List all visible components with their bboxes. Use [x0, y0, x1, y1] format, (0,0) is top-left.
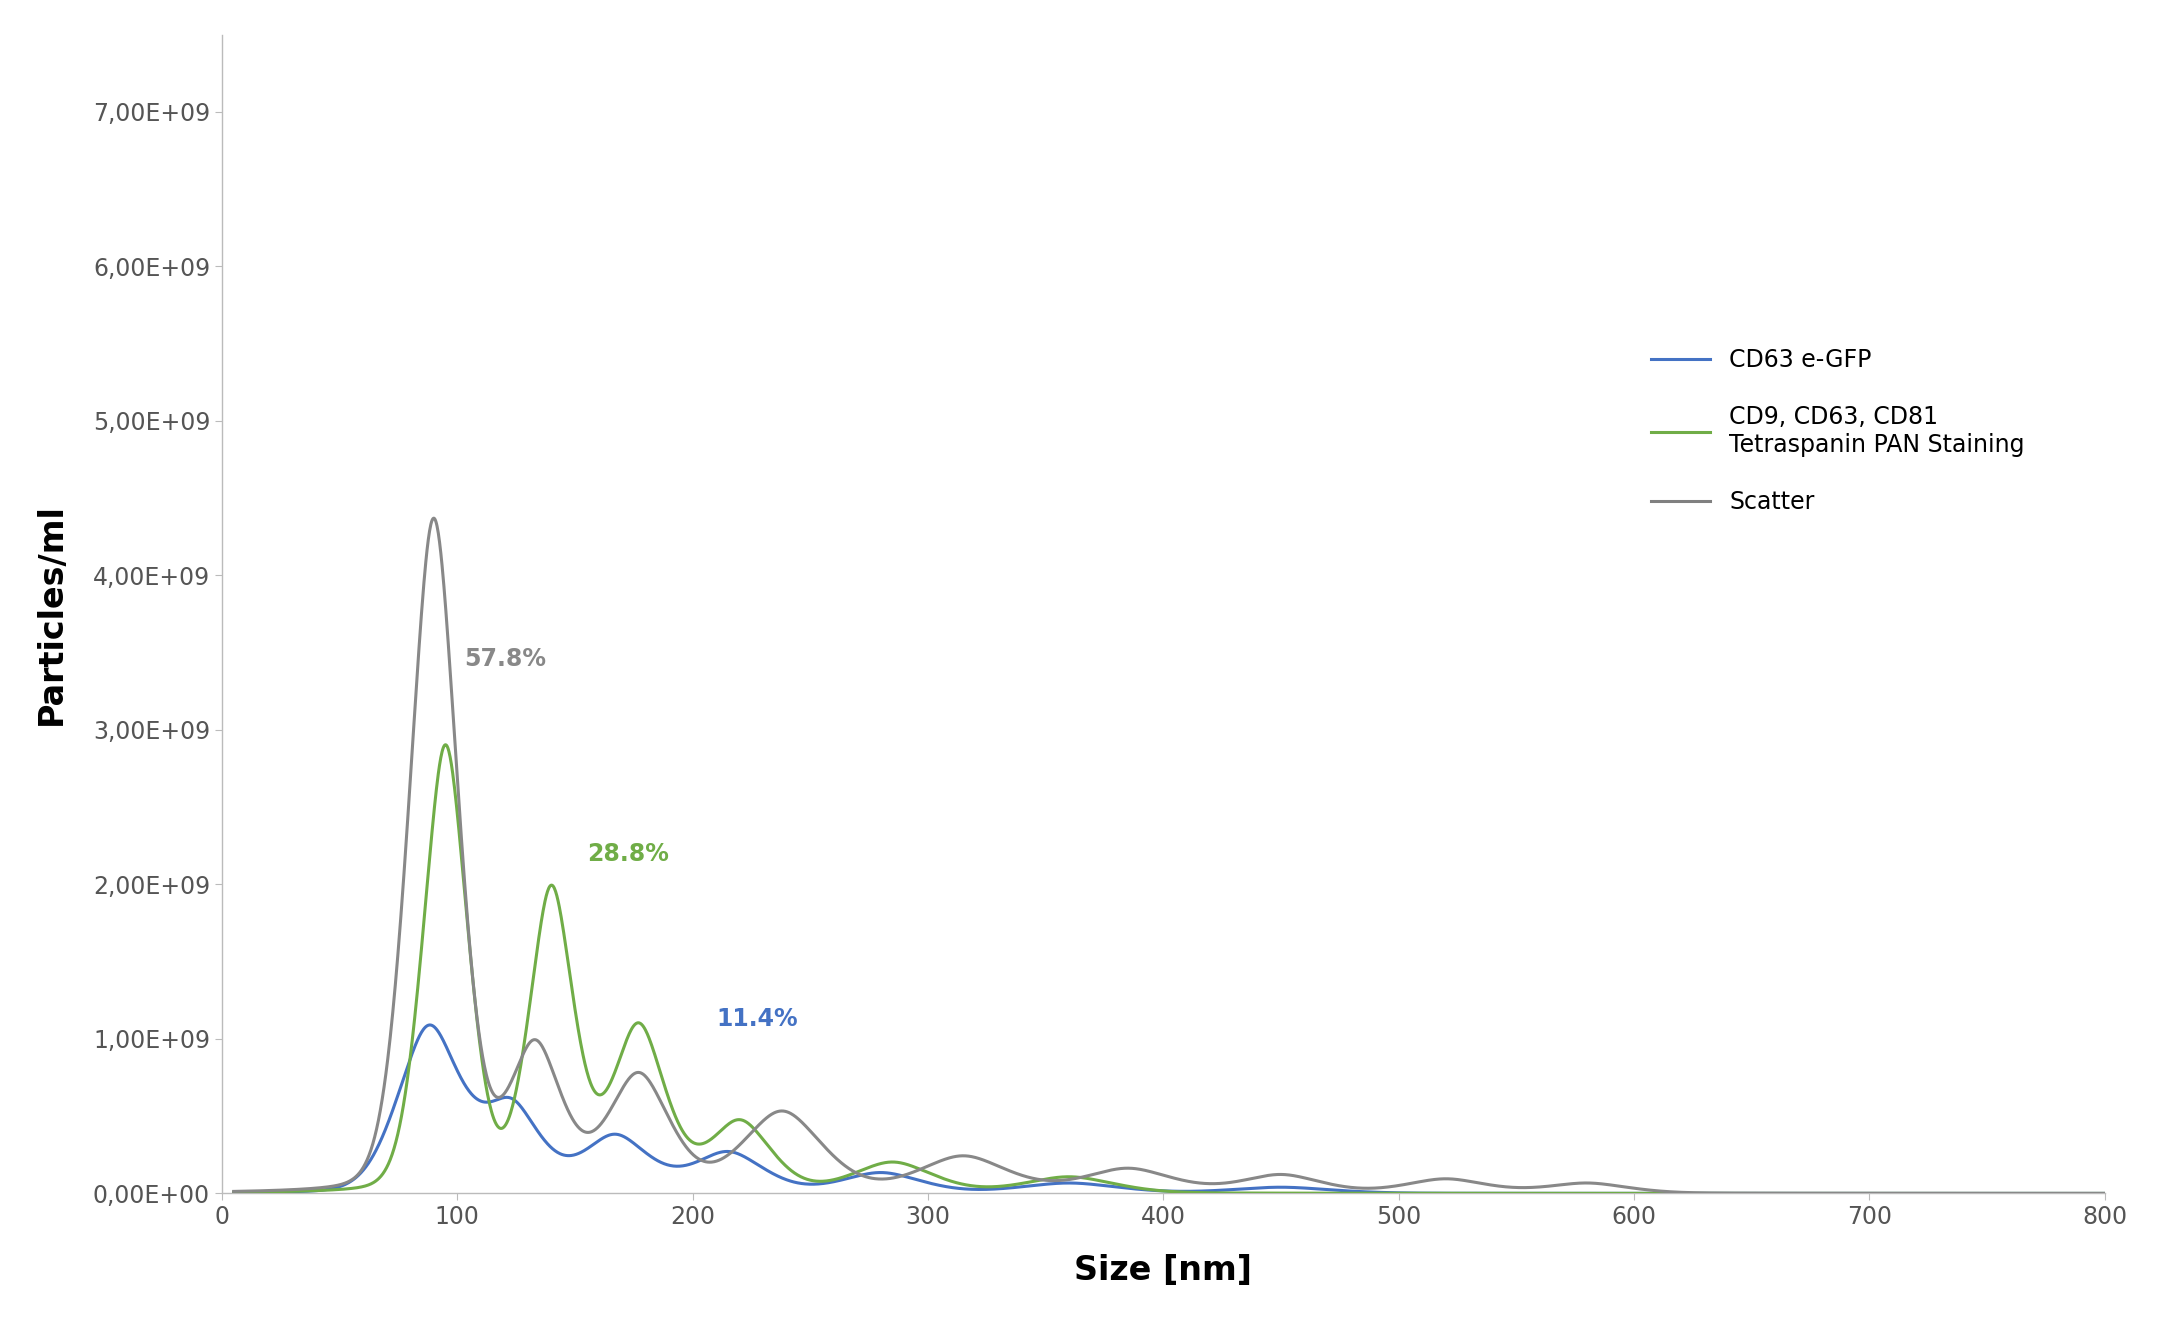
Y-axis label: Particles/ml: Particles/ml: [35, 504, 67, 724]
Text: 11.4%: 11.4%: [716, 1007, 798, 1031]
CD63 e-GFP: [417, 1017, 443, 1032]
CD9, CD63, CD81
Tetraspanin PAN Staining: [1855, 1186, 1881, 1202]
CD9, CD63, CD81
Tetraspanin PAN Staining: [221, 1185, 246, 1200]
CD9, CD63, CD81
Tetraspanin PAN Staining: [545, 896, 571, 912]
Line: CD9, CD63, CD81
Tetraspanin PAN Staining: CD9, CD63, CD81 Tetraspanin PAN Staining: [233, 744, 2106, 1194]
Legend: CD63 e-GFP, CD9, CD63, CD81
Tetraspanin PAN Staining, Scatter: CD63 e-GFP, CD9, CD63, CD81 Tetraspanin …: [1639, 336, 2037, 526]
Scatter: [422, 510, 448, 526]
Scatter: [1855, 1186, 1881, 1202]
Scatter: [221, 1183, 246, 1199]
Line: CD63 e-GFP: CD63 e-GFP: [233, 1025, 2106, 1194]
CD63 e-GFP: [435, 1042, 461, 1058]
Scatter: [2056, 1186, 2082, 1202]
Scatter: [938, 1149, 964, 1165]
X-axis label: Size [nm]: Size [nm]: [1075, 1255, 1252, 1288]
Scatter: [435, 627, 461, 642]
Scatter: [2093, 1186, 2119, 1202]
Text: 28.8%: 28.8%: [586, 842, 668, 866]
CD9, CD63, CD81
Tetraspanin PAN Staining: [1020, 1174, 1046, 1190]
CD9, CD63, CD81
Tetraspanin PAN Staining: [2093, 1186, 2119, 1202]
CD63 e-GFP: [2056, 1186, 2082, 1202]
Scatter: [1020, 1170, 1046, 1186]
CD9, CD63, CD81
Tetraspanin PAN Staining: [432, 736, 458, 752]
CD63 e-GFP: [545, 1145, 571, 1161]
CD9, CD63, CD81
Tetraspanin PAN Staining: [938, 1174, 964, 1190]
Scatter: [545, 1080, 571, 1096]
Line: Scatter: Scatter: [233, 518, 2106, 1194]
CD63 e-GFP: [221, 1185, 246, 1200]
Text: 57.8%: 57.8%: [465, 648, 547, 672]
CD63 e-GFP: [938, 1179, 964, 1195]
CD9, CD63, CD81
Tetraspanin PAN Staining: [2056, 1186, 2082, 1202]
CD63 e-GFP: [2093, 1186, 2119, 1202]
CD9, CD63, CD81
Tetraspanin PAN Staining: [435, 739, 461, 755]
CD63 e-GFP: [1020, 1178, 1046, 1194]
CD63 e-GFP: [1855, 1186, 1881, 1202]
